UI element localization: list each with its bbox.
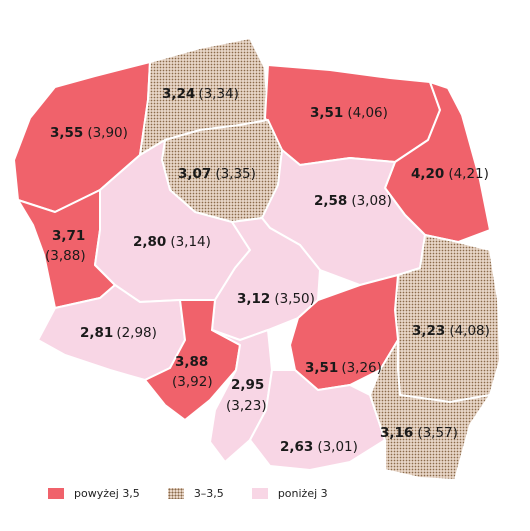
label-kujawsko-pomorskie: 3,07 (3,35) (178, 166, 256, 182)
region-slaskie (209, 329, 273, 463)
label-mazowieckie: 2,58 (3,08) (314, 193, 392, 209)
legend-label-above: powyżej 3,5 (74, 487, 140, 500)
label-lubuskie-value: 3,71 (52, 228, 85, 244)
legend-item-mid: 3–3,5 (167, 487, 224, 500)
label-lubuskie-paren: (3,88) (45, 248, 86, 264)
label-lodzkie: 3,12 (3,50) (237, 291, 315, 307)
label-podkarpackie: 3,16 (3,57) (380, 425, 458, 441)
label-wielkopolskie: 2,80 (3,14) (133, 234, 211, 250)
region-lodzkie (211, 217, 321, 341)
label-slaskie-paren: (3,23) (226, 398, 267, 414)
label-opolskie-value: 3,88 (175, 354, 208, 370)
legend-swatch-mid (167, 488, 184, 499)
legend-item-above: powyżej 3,5 (48, 487, 140, 500)
legend-swatch-below (251, 488, 268, 499)
label-pomorskie: 3,24 (3,34) (162, 86, 239, 102)
legend-label-below: poniżej 3 (277, 487, 328, 500)
legend-label-mid: 3–3,5 (193, 487, 224, 500)
region-opolskie (144, 299, 241, 421)
label-malopolskie: 2,63 (3,01) (280, 439, 358, 455)
region-podkarpackie (369, 339, 491, 481)
label-zachodniopomorskie: 3,55 (3,90) (50, 125, 128, 141)
label-opolskie-paren: (3,92) (172, 374, 213, 390)
label-dolnoslaskie: 2,81 (2,98) (80, 325, 157, 341)
label-lubelskie: 3,23 (4,08) (412, 323, 490, 339)
label-swietokrzyskie: 3,51 (3,26) (305, 360, 382, 376)
legend-swatch-above (48, 488, 64, 499)
legend-item-below: poniżej 3 (251, 487, 328, 500)
label-podlaskie: 4,20 (4,21) (411, 166, 489, 182)
legend: powyżej 3,5 3–3,5 poniżej 3 (48, 487, 356, 500)
label-warminsko-mazurskie: 3,51 (4,06) (310, 105, 388, 121)
label-slaskie-value: 2,95 (231, 377, 264, 393)
